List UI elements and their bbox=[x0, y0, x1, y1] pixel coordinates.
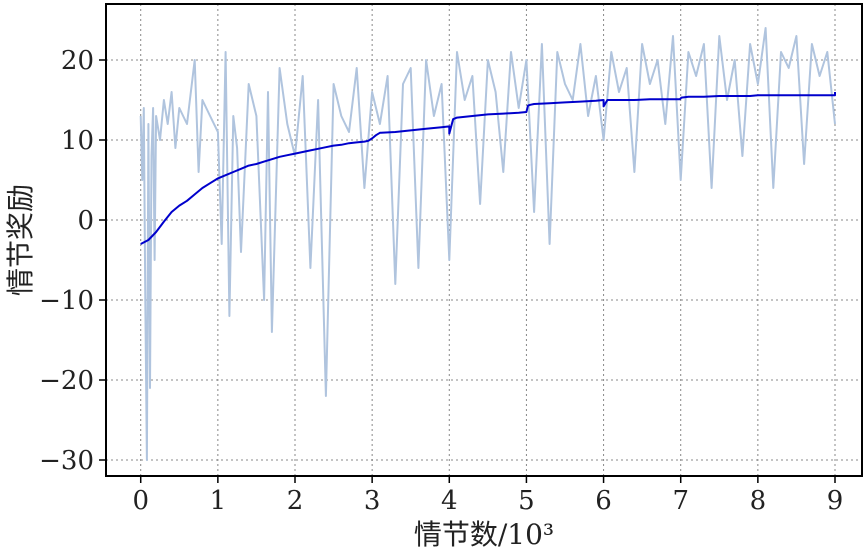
y-tick-label-2: −10 bbox=[39, 286, 94, 316]
y-tick-label-1: −20 bbox=[39, 366, 94, 396]
smoothed-reward-line bbox=[140, 92, 836, 245]
raw-reward-series bbox=[139, 27, 836, 461]
x-axis-ticks: 0 1 2 3 4 5 6 7 8 9 bbox=[132, 476, 843, 516]
x-tick-label-3: 3 bbox=[364, 486, 381, 516]
y-axis-title: 情节奖励 bbox=[4, 184, 37, 296]
y-tick-label-5: 20 bbox=[61, 46, 94, 76]
y-tick-label-4: 10 bbox=[61, 126, 94, 156]
x-tick-label-4: 4 bbox=[441, 486, 458, 516]
y-tick-label-3: 0 bbox=[77, 206, 94, 236]
x-tick-label-7: 7 bbox=[672, 486, 689, 516]
smoothed-reward-series bbox=[140, 92, 836, 245]
x-tick-label-6: 6 bbox=[595, 486, 612, 516]
x-tick-label-2: 2 bbox=[287, 486, 304, 516]
x-tick-label-0: 0 bbox=[132, 486, 149, 516]
x-axis-title: 情节数/10³ bbox=[414, 518, 554, 550]
x-tick-label-1: 1 bbox=[210, 486, 227, 516]
y-tick-label-0: −30 bbox=[39, 446, 94, 476]
raw-reward-line bbox=[139, 27, 836, 461]
y-axis-ticks: −30 −20 −10 0 10 20 bbox=[39, 46, 106, 476]
x-tick-label-9: 9 bbox=[827, 486, 844, 516]
plot-frame bbox=[105, 3, 863, 477]
x-tick-label-8: 8 bbox=[750, 486, 767, 516]
x-tick-label-5: 5 bbox=[518, 486, 535, 516]
